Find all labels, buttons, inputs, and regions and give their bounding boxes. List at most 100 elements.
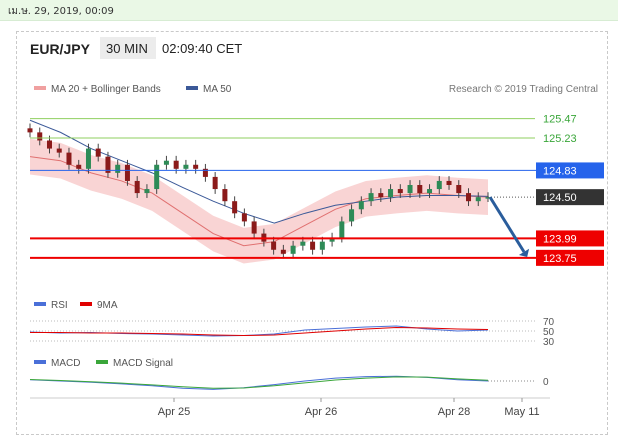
candle-body	[339, 221, 345, 238]
pivot-tag	[536, 162, 604, 179]
candle-body	[85, 148, 91, 169]
main-plot	[27, 119, 491, 264]
forecast-arrow-head	[518, 248, 530, 257]
macd-signal-legend-label: MACD Signal	[113, 358, 173, 369]
macd-line	[29, 375, 489, 390]
macd-signal-swatch	[96, 360, 108, 364]
rsi-legend: RSI 9MA	[34, 300, 118, 311]
candle-body	[202, 168, 208, 177]
candle-body	[66, 152, 72, 165]
candle-body	[251, 221, 257, 234]
macd-swatch	[34, 360, 46, 364]
candle-body	[310, 241, 316, 250]
x-tick-label: Apr 26	[305, 406, 337, 418]
rsi-tick-label: 50	[543, 327, 555, 338]
candle-body	[466, 193, 472, 202]
candle-body	[241, 213, 247, 222]
candle-body	[368, 193, 374, 202]
rsi-tick-label: 70	[543, 317, 555, 328]
candle-body	[222, 189, 228, 202]
ma20-swatch	[34, 86, 46, 90]
candle-body	[173, 160, 179, 169]
rsi-tick-label: 30	[543, 337, 555, 348]
macd-plot: 0	[29, 375, 549, 390]
pivot-label: 124.83	[543, 165, 577, 177]
candle-body	[349, 209, 355, 222]
candle-body	[456, 185, 462, 194]
candle-body	[154, 164, 160, 190]
ma50-legend: MA 50	[203, 84, 232, 95]
resistance-label: 125.23	[543, 133, 577, 145]
candle-body	[37, 132, 43, 141]
candle-body	[436, 180, 442, 190]
candle-body	[388, 189, 394, 198]
candle-body	[46, 140, 52, 149]
forecast-arrow	[488, 196, 526, 253]
candle-body	[105, 156, 111, 173]
macd-legend: MACD MACD Signal	[34, 358, 173, 369]
support-tag	[536, 249, 604, 266]
chart-panel	[16, 31, 608, 435]
candle-body	[144, 189, 150, 194]
candle-body	[319, 241, 325, 250]
nine-ma-swatch	[80, 302, 92, 306]
candle-body	[115, 164, 121, 173]
x-tick-label: May 11	[504, 406, 539, 418]
support-label: 123.99	[543, 233, 577, 245]
candle-body	[271, 241, 277, 250]
main-legend: MA 20 + Bollinger Bands MA 50 Research ©…	[34, 84, 598, 95]
date-bar: เม.ษ. 29, 2019, 00:09	[0, 0, 618, 21]
time-label: 02:09:40 CET	[162, 41, 242, 56]
x-tick-label: Apr 25	[158, 406, 190, 418]
current-price-tag	[536, 189, 604, 206]
candle-body	[56, 148, 62, 153]
candle-body	[95, 148, 101, 157]
candle-body	[27, 128, 33, 133]
candle-body	[475, 197, 481, 202]
rsi-legend-label: RSI	[51, 300, 68, 311]
ma50-line	[29, 119, 489, 224]
candle-body	[76, 164, 82, 169]
research-credit: Research © 2019 Trading Central	[449, 84, 598, 95]
candle-body	[446, 180, 452, 185]
ma20-line	[29, 156, 489, 247]
candle-body	[407, 185, 413, 194]
candle-body	[280, 249, 286, 254]
support-tag	[536, 230, 604, 247]
chart-header: EUR/JPY 30 MIN 02:09:40 CET	[30, 37, 242, 59]
nine-ma-line	[30, 326, 489, 337]
x-axis: Apr 25 Apr 26 Apr 28 May 11	[30, 397, 550, 418]
candle-body	[378, 193, 384, 198]
candle-body	[232, 201, 238, 214]
price-levels: 125.47 125.23 124.83 124.50 123.99 123.75	[30, 114, 604, 266]
ma20-legend: MA 20 + Bollinger Bands	[51, 84, 161, 95]
macd-legend-label: MACD	[51, 358, 80, 369]
candle-body	[417, 185, 423, 194]
candle-body	[183, 164, 189, 169]
macd-tick-label: 0	[543, 377, 549, 388]
candle-body	[485, 197, 491, 199]
candle-body	[329, 237, 335, 242]
candle-body	[134, 180, 140, 194]
current-price-label: 124.50	[543, 192, 577, 204]
ma50-swatch	[186, 86, 198, 90]
interval-label: 30 MIN	[106, 41, 148, 56]
candle-body	[163, 160, 169, 165]
pair-label: EUR/JPY	[30, 41, 91, 57]
candle-body	[358, 201, 364, 210]
rsi-swatch	[34, 302, 46, 306]
candle-body	[212, 176, 218, 190]
candle-body	[290, 245, 296, 254]
nine-ma-legend-label: 9MA	[97, 300, 118, 311]
candle-body	[427, 189, 433, 194]
support-label: 123.75	[543, 253, 577, 265]
interval-chip[interactable]	[100, 37, 156, 59]
candle-body	[124, 164, 130, 181]
x-tick-label: Apr 28	[438, 406, 470, 418]
candle-body	[397, 189, 403, 194]
macd-signal-line	[29, 376, 489, 389]
candle-body	[193, 164, 199, 169]
date-text: เม.ษ. 29, 2019, 00:09	[8, 6, 114, 17]
